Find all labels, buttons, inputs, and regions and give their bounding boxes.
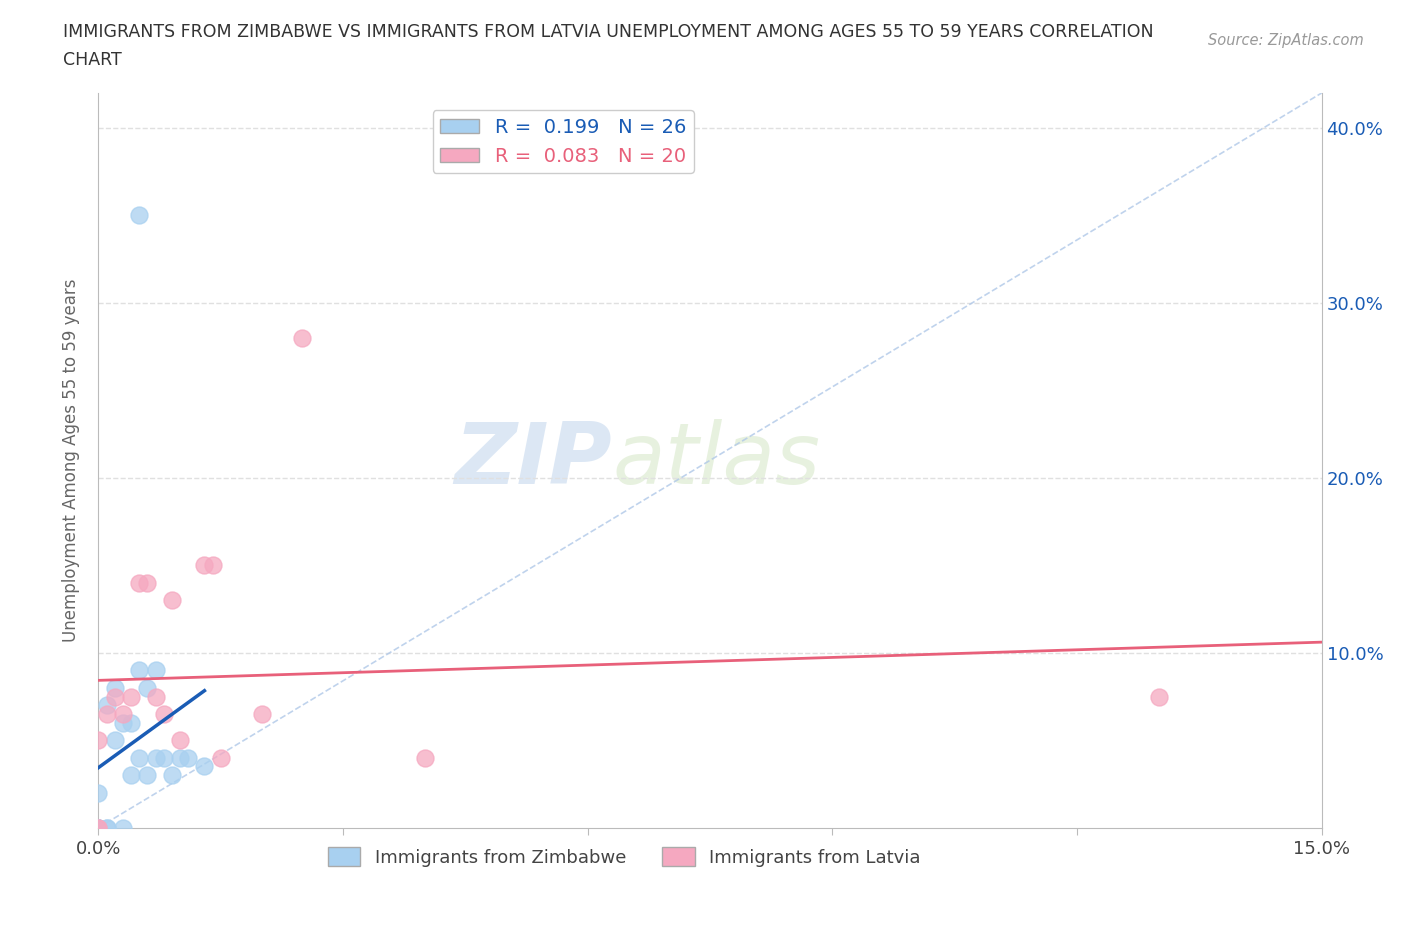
Point — [111, 820, 134, 835]
Legend: Immigrants from Zimbabwe, Immigrants from Latvia: Immigrants from Zimbabwe, Immigrants fro… — [321, 840, 928, 874]
Point — [145, 689, 167, 704]
Point — [169, 751, 191, 765]
Point — [104, 681, 127, 696]
Text: IMMIGRANTS FROM ZIMBABWE VS IMMIGRANTS FROM LATVIA UNEMPLOYMENT AMONG AGES 55 TO: IMMIGRANTS FROM ZIMBABWE VS IMMIGRANTS F… — [63, 23, 1154, 41]
Point — [1147, 689, 1170, 704]
Point — [87, 733, 110, 748]
Point — [413, 751, 436, 765]
Point — [128, 576, 150, 591]
Point — [169, 733, 191, 748]
Point — [136, 768, 159, 783]
Point — [145, 751, 167, 765]
Text: atlas: atlas — [612, 418, 820, 502]
Point — [177, 751, 200, 765]
Point — [111, 715, 134, 730]
Point — [128, 208, 150, 223]
Point — [111, 707, 134, 722]
Point — [96, 698, 118, 712]
Point — [201, 558, 224, 573]
Point — [87, 820, 110, 835]
Point — [128, 663, 150, 678]
Point — [87, 820, 110, 835]
Point — [152, 707, 174, 722]
Point — [96, 707, 118, 722]
Point — [87, 820, 110, 835]
Point — [104, 689, 127, 704]
Text: CHART: CHART — [63, 51, 122, 69]
Point — [87, 820, 110, 835]
Point — [120, 715, 142, 730]
Point — [96, 820, 118, 835]
Point — [160, 592, 183, 607]
Point — [87, 820, 110, 835]
Point — [160, 768, 183, 783]
Point — [136, 681, 159, 696]
Point — [96, 820, 118, 835]
Point — [193, 558, 215, 573]
Text: ZIP: ZIP — [454, 418, 612, 502]
Point — [87, 785, 110, 800]
Point — [193, 759, 215, 774]
Y-axis label: Unemployment Among Ages 55 to 59 years: Unemployment Among Ages 55 to 59 years — [62, 279, 80, 642]
Point — [291, 330, 314, 345]
Point — [120, 689, 142, 704]
Point — [87, 820, 110, 835]
Point — [145, 663, 167, 678]
Text: Source: ZipAtlas.com: Source: ZipAtlas.com — [1208, 33, 1364, 47]
Point — [128, 751, 150, 765]
Point — [136, 576, 159, 591]
Point — [209, 751, 232, 765]
Point — [120, 768, 142, 783]
Point — [104, 733, 127, 748]
Point — [250, 707, 273, 722]
Point — [152, 751, 174, 765]
